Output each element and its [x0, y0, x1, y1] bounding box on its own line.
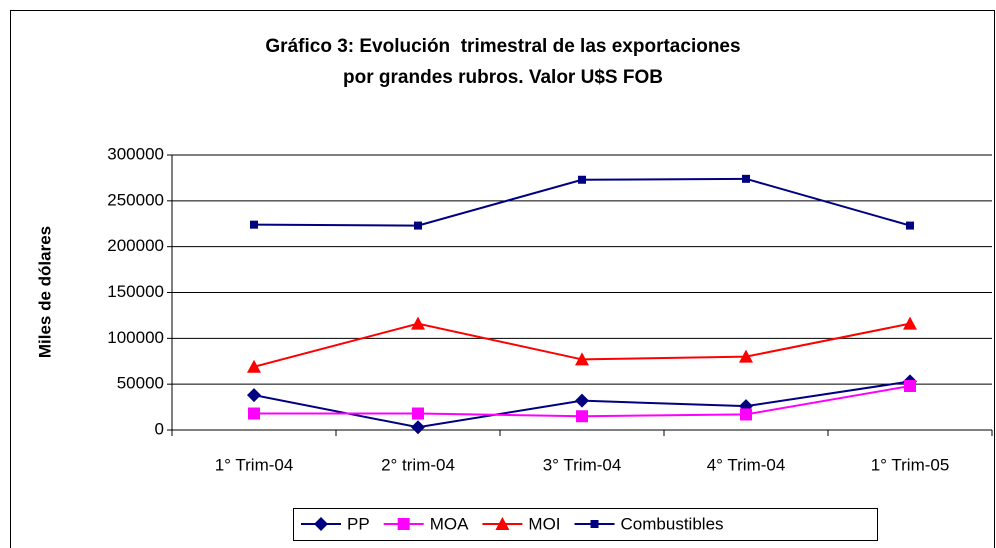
y-tick-label: 100000	[107, 328, 164, 347]
chart-title: Gráfico 3: Evolución trimestral de las e…	[265, 36, 740, 57]
marker	[576, 410, 588, 423]
legend-label: MOA	[430, 514, 469, 533]
marker	[250, 220, 258, 229]
marker	[414, 221, 422, 230]
legend-label: MOI	[528, 514, 560, 533]
marker	[590, 520, 599, 528]
chart-title: por grandes rubros. Valor U$S FOB	[343, 67, 663, 88]
y-tick-label: 200000	[107, 236, 164, 255]
y-tick-label: 50000	[117, 374, 164, 393]
marker	[575, 393, 589, 408]
x-tick-label: 3° Trim-04	[543, 455, 622, 474]
y-tick-label: 150000	[107, 282, 164, 301]
marker	[904, 380, 916, 392]
y-axis-label: Miles de dólares	[35, 226, 54, 358]
legend-label: PP	[347, 514, 370, 533]
marker	[247, 388, 261, 403]
marker	[314, 517, 328, 531]
marker	[411, 420, 425, 435]
x-tick-label: 1° Trim-04	[215, 455, 294, 474]
marker	[397, 518, 410, 530]
x-tick-label: 4° Trim-04	[707, 455, 786, 474]
x-tick-label: 2° trim-04	[381, 455, 455, 474]
chart-frame	[10, 10, 995, 548]
x-tick-label: 1° Trim-05	[871, 455, 950, 474]
y-tick-label: 250000	[107, 190, 164, 209]
marker	[412, 407, 424, 420]
marker	[495, 517, 510, 530]
marker	[411, 316, 425, 330]
marker	[248, 407, 260, 420]
marker	[906, 221, 914, 230]
marker	[578, 175, 586, 184]
y-tick-label: 300000	[107, 144, 164, 163]
marker	[742, 174, 750, 183]
marker	[903, 316, 917, 330]
marker	[739, 349, 753, 363]
y-tick-label: 0	[155, 419, 164, 438]
marker	[247, 359, 261, 373]
marker	[575, 352, 589, 366]
marker	[740, 408, 752, 421]
legend-label: Combustibles	[621, 514, 724, 533]
